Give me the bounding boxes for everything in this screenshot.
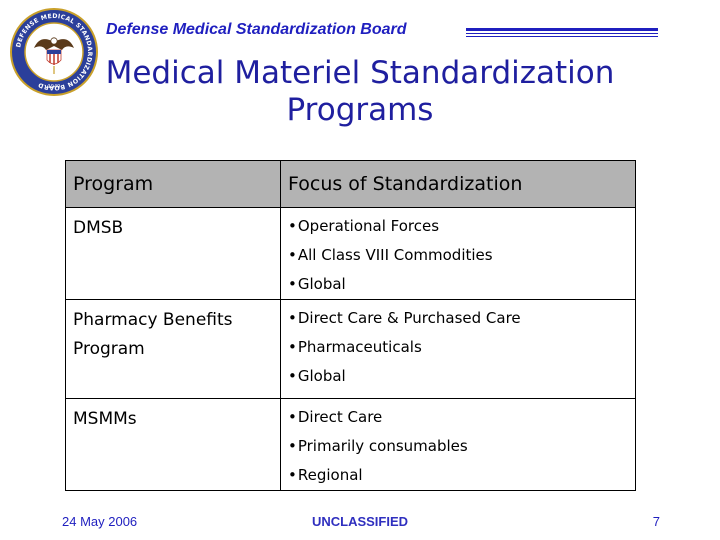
program-cell: DMSB — [65, 207, 281, 300]
table-row: MSMMs •Direct Care •Primarily consumable… — [65, 398, 636, 491]
program-cell: Pharmacy Benefits Program — [65, 299, 281, 399]
focus-item: •All Class VIII Commodities — [288, 246, 493, 264]
program-name: DMSB — [73, 218, 124, 238]
focus-item: •Operational Forces — [288, 217, 440, 235]
focus-cell: •Direct Care •Primarily consumables •Reg… — [280, 398, 636, 491]
footer-date: 24 May 2006 — [62, 514, 138, 529]
page-number: 7 — [652, 514, 660, 529]
focus-item: •Regional — [288, 466, 363, 484]
focus-item: •Global — [288, 275, 346, 293]
seal-year: 1949 — [48, 84, 61, 90]
focus-item: •Primarily consumables — [288, 437, 468, 455]
dmsb-seal-icon: DEFENSE MEDICAL STANDARDIZATION BOARD 19… — [10, 8, 98, 96]
focus-item: •Global — [288, 367, 346, 385]
focus-item: •Direct Care & Purchased Care — [288, 309, 521, 327]
focus-cell: •Operational Forces •All Class VIII Comm… — [280, 207, 636, 300]
programs-table: Program Focus of Standardization DMSB •O… — [65, 160, 636, 491]
program-name: MSMMs — [73, 409, 137, 429]
focus-item: •Pharmaceuticals — [288, 338, 422, 356]
classification-label: UNCLASSIFIED — [311, 514, 409, 529]
header-rule — [466, 28, 658, 38]
program-name-line1: Pharmacy Benefits — [73, 310, 233, 330]
table-row: Pharmacy Benefits Program •Direct Care &… — [65, 299, 636, 399]
focus-item: •Direct Care — [288, 408, 383, 426]
table-header-row: Program Focus of Standardization — [65, 160, 636, 208]
program-cell: MSMMs — [65, 398, 281, 491]
header-focus: Focus of Standardization — [280, 160, 636, 208]
org-title: Defense Medical Standardization Board — [106, 21, 407, 38]
slide-title: Medical Materiel Standardization Program… — [60, 55, 660, 129]
slide-title-line2: Programs — [286, 92, 434, 128]
table-row: DMSB •Operational Forces •All Class VIII… — [65, 207, 636, 300]
program-name-line2: Program — [73, 339, 145, 359]
focus-cell: •Direct Care & Purchased Care •Pharmaceu… — [280, 299, 636, 399]
header-program: Program — [65, 160, 281, 208]
slide-title-line1: Medical Materiel Standardization — [105, 55, 615, 91]
